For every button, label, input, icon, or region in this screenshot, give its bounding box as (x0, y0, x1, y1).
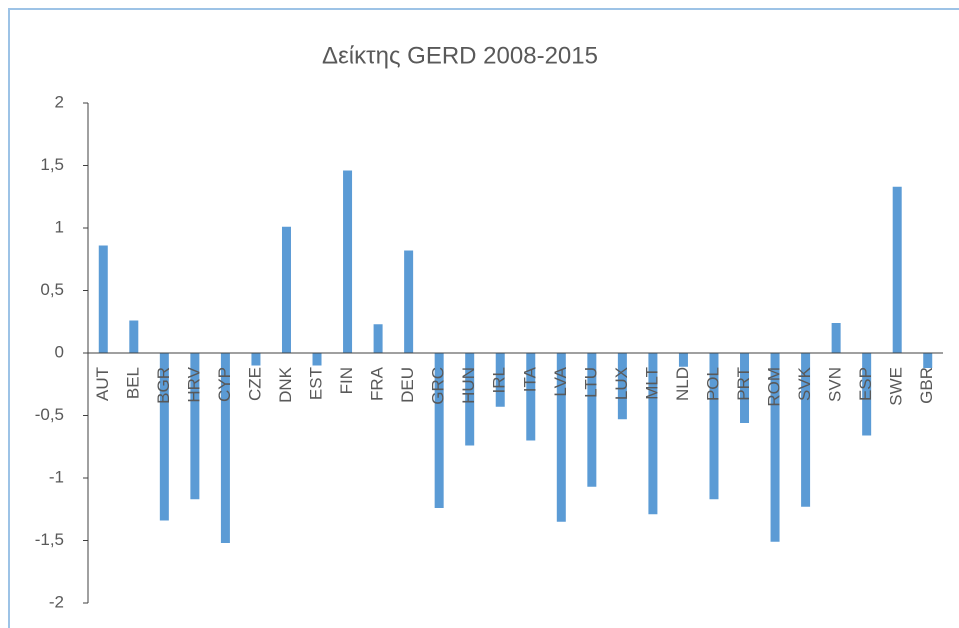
y-tick-label: 1,5 (40, 155, 64, 174)
x-tick-label: CYP (215, 367, 234, 402)
y-tick-label: -2 (49, 592, 64, 611)
x-tick-label: SVN (826, 367, 845, 402)
bar (556, 353, 566, 522)
bar (587, 353, 597, 487)
bar (312, 353, 322, 366)
x-tick-label: FRA (368, 366, 387, 401)
bar (770, 353, 780, 542)
y-tick-label: -1 (49, 467, 64, 486)
bar (862, 353, 872, 436)
x-tick-label: LTU (581, 367, 600, 398)
x-tick-label: PRT (734, 367, 753, 401)
y-tick-label: -1,5 (35, 530, 64, 549)
bar (434, 353, 444, 508)
bar (404, 250, 414, 353)
bar (740, 353, 750, 423)
x-tick-label: POL (703, 367, 722, 401)
x-tick-label: SVK (795, 366, 814, 401)
x-tick-label: HRV (184, 366, 203, 402)
x-tick-label: DNK (276, 366, 295, 403)
x-tick-label: LVA (551, 366, 570, 396)
bar (801, 353, 811, 507)
chart-title: Δείκτης GERD 2008-2015 (322, 42, 598, 69)
bar (190, 353, 200, 500)
x-tick-label: ROM (765, 367, 784, 407)
y-tick-label: 0 (55, 342, 64, 361)
x-tick-label: MLT (642, 367, 661, 400)
bar (648, 353, 658, 515)
bar (495, 353, 505, 407)
x-tick-label: DEU (398, 367, 417, 403)
x-tick-label: ITA (520, 366, 539, 392)
x-tick-label: CZE (245, 367, 264, 401)
bar (373, 324, 383, 353)
bar (617, 353, 627, 420)
bar (129, 320, 139, 353)
x-tick-label: HUN (459, 367, 478, 404)
y-tick-label: -0,5 (35, 405, 64, 424)
x-tick-label: NLD (673, 367, 692, 401)
chart-frame (8, 8, 959, 628)
bar (831, 323, 841, 353)
x-tick-label: BEL (123, 367, 142, 399)
bar (892, 186, 902, 353)
x-tick-label: BGR (154, 367, 173, 404)
x-tick-label: GBR (917, 367, 936, 404)
y-tick-label: 0,5 (40, 280, 64, 299)
bar (98, 245, 108, 353)
bar (281, 226, 291, 353)
x-tick-label: LUX (612, 367, 631, 400)
bar (678, 353, 688, 367)
bar (343, 170, 353, 353)
bar (251, 353, 261, 366)
bar (220, 353, 230, 543)
bar (526, 353, 536, 441)
bar (159, 353, 169, 521)
x-tick-label: EST (307, 367, 326, 400)
x-tick-label: FIN (337, 367, 356, 394)
y-tick-label: 1 (55, 217, 64, 236)
bar (465, 353, 475, 446)
bar (923, 353, 933, 368)
x-tick-label: SWE (887, 367, 906, 406)
x-tick-label: IRL (490, 367, 509, 393)
y-tick-label: 2 (55, 92, 64, 111)
x-tick-label: GRC (429, 367, 448, 405)
x-tick-label: AUT (93, 367, 112, 401)
x-tick-label: ESP (856, 367, 875, 401)
bar (709, 353, 719, 500)
